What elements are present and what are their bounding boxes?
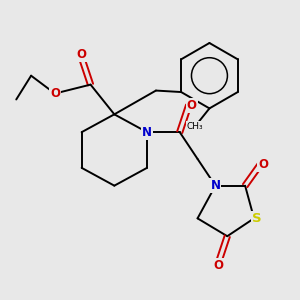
Text: N: N (210, 179, 220, 192)
Text: O: O (258, 158, 268, 171)
Text: O: O (76, 48, 87, 62)
Text: O: O (213, 260, 224, 272)
Text: O: O (187, 99, 196, 112)
Text: O: O (50, 87, 60, 100)
Text: N: N (142, 126, 152, 139)
Text: S: S (252, 212, 262, 225)
Text: CH₃: CH₃ (186, 122, 203, 131)
